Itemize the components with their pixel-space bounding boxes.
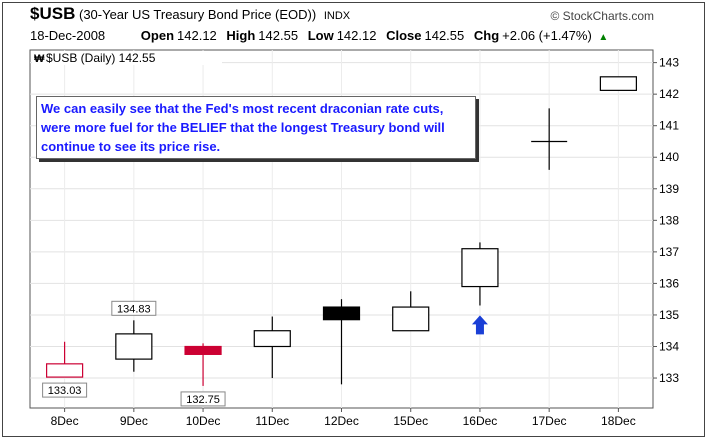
data-label-text: 134.83 xyxy=(117,303,151,315)
y-tick-label: 136 xyxy=(659,276,679,290)
data-label-box xyxy=(111,300,157,316)
data-label-box xyxy=(42,382,88,398)
y-axis: 133 134 135 136 137 138 139 140 141 142 143 xyxy=(653,56,679,385)
triangle-up-icon: ▲ xyxy=(598,32,609,43)
x-tick-label: 16Dec xyxy=(463,414,498,428)
low-label: Low xyxy=(307,28,334,43)
candle xyxy=(392,291,430,332)
quote-date: 18-Dec-2008 xyxy=(30,28,106,43)
data-label: 132.75 xyxy=(180,391,226,407)
candle-body xyxy=(392,306,430,332)
x-tick-label: 18Dec xyxy=(601,414,636,428)
x-tick-label: 11Dec xyxy=(255,414,289,428)
y-tick-label: 135 xyxy=(659,308,679,322)
y-tick-label: 133 xyxy=(659,371,679,385)
x-tick-label: 17Dec xyxy=(532,414,567,428)
candle-body xyxy=(184,345,222,355)
y-tick-label: 140 xyxy=(659,150,679,164)
data-label-box xyxy=(180,391,226,407)
brand-label: © StockCharts.com xyxy=(550,9,654,23)
chart-frame xyxy=(2,2,705,437)
data-labels: 133.03 134.83 132.75 xyxy=(42,300,226,407)
open-label: Open xyxy=(140,28,175,43)
candle xyxy=(322,299,361,385)
open-value: 142.12 xyxy=(177,28,217,43)
y-tick-label: 137 xyxy=(659,245,679,259)
description-label: (30-Year US Treasury Bond Price (EOD)) xyxy=(78,7,317,22)
high-value: 142.55 xyxy=(258,28,299,43)
legend-label: $USB (Daily) 142.55 xyxy=(46,51,156,65)
y-tick-label: 141 xyxy=(659,119,679,133)
candle xyxy=(184,343,222,386)
high-label: High xyxy=(226,28,256,43)
y-tick-label: 142 xyxy=(659,87,679,101)
chart-title: $USB (30-Year US Treasury Bond Price (EO… xyxy=(30,4,350,24)
chg-value: +2.06 (+1.47%) xyxy=(502,28,592,43)
legend: ₩ $USB (Daily) 142.55 xyxy=(32,51,222,65)
symbol-label: $USB xyxy=(30,4,76,23)
y-tick-label: 134 xyxy=(659,339,679,353)
x-tick-label: 9Dec xyxy=(120,414,148,428)
quote-line: 18-Dec-2008 Open 142.12 High 142.55 Low 142… xyxy=(30,28,608,43)
data-label-text: 133.03 xyxy=(48,385,82,397)
candle-body xyxy=(599,76,637,91)
candle-body xyxy=(322,306,361,321)
candle-body xyxy=(115,333,153,360)
x-axis: 8Dec 9Dec 10Dec 11Dec 12Dec 15Dec 16Dec 17Dec 18… xyxy=(51,408,636,428)
close-label: Close xyxy=(386,28,422,43)
x-tick-label: 10Dec xyxy=(186,414,221,428)
data-label-text: 132.75 xyxy=(186,394,220,406)
candle xyxy=(531,108,568,170)
y-tick-label: 139 xyxy=(659,182,679,196)
candles xyxy=(46,76,637,386)
x-tick-label: 8Dec xyxy=(51,414,79,428)
exchange-label: INDX xyxy=(323,10,351,22)
candle xyxy=(46,341,84,378)
candle-body xyxy=(253,330,291,348)
chg-label: Chg xyxy=(473,28,500,43)
x-tick-label: 12Dec xyxy=(324,414,359,428)
series-marker-icon: ₩ xyxy=(34,53,45,65)
candle-body xyxy=(461,248,499,288)
data-label: 134.83 xyxy=(111,300,157,316)
annotation-box: We can easily see that the Fed's most re… xyxy=(36,96,476,159)
y-tick-label: 143 xyxy=(659,56,679,70)
candle xyxy=(461,242,499,306)
data-label: 133.03 xyxy=(42,382,88,398)
x-tick-label: 15Dec xyxy=(393,414,428,428)
candle xyxy=(599,76,637,91)
candle xyxy=(253,316,291,379)
candle xyxy=(115,320,153,372)
candle-body xyxy=(46,363,84,378)
arrow-up-icon xyxy=(471,315,488,335)
close-value: 142.55 xyxy=(424,28,465,43)
low-value: 142.12 xyxy=(336,28,377,43)
marker-layer xyxy=(471,315,488,335)
y-tick-label: 138 xyxy=(659,213,679,227)
